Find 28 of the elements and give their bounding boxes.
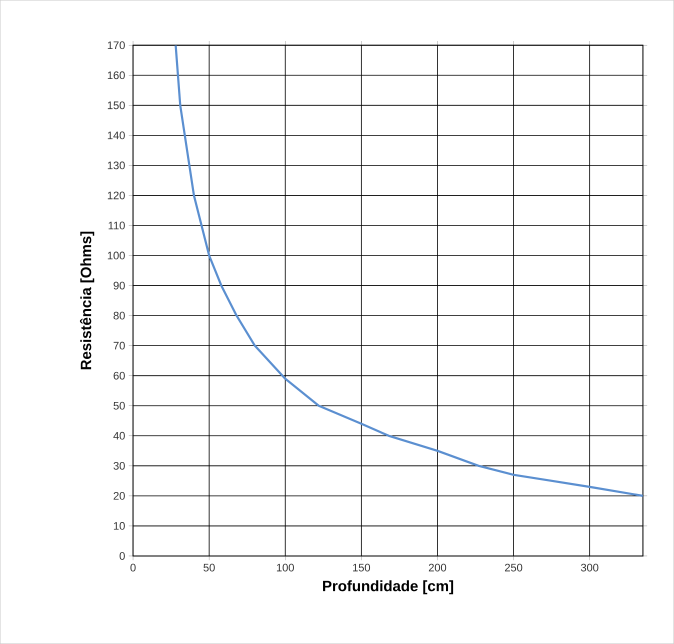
y-tick-label: 0 <box>120 552 125 560</box>
y-tick-label: 40 <box>113 432 125 440</box>
y-tick-label: 90 <box>114 282 125 290</box>
y-tick-label: 150 <box>108 101 125 110</box>
y-tick-label: 170 <box>108 41 125 50</box>
y-tick-label: 160 <box>108 71 125 80</box>
y-tick-label: 110 <box>108 222 125 230</box>
y-tick-label: 80 <box>114 312 125 320</box>
y-tick-label: 130 <box>108 162 125 170</box>
x-tick-label: 50 <box>204 564 215 572</box>
line-series <box>174 45 643 497</box>
x-tick-label: 100 <box>276 564 294 572</box>
x-tick-label: 150 <box>353 564 370 572</box>
x-axis-title: Profundidade [cm] <box>323 580 454 594</box>
y-tick-label: 50 <box>114 402 125 410</box>
x-tick-label: 0 <box>130 564 136 572</box>
x-tick-label: 300 <box>580 564 598 572</box>
y-tick-label: 10 <box>114 522 125 530</box>
y-axis-title: Resistência [Ohms] <box>80 232 94 370</box>
y-tick-label: 120 <box>108 192 125 200</box>
y-tick-label: 140 <box>108 132 125 140</box>
y-tick-label: 20 <box>114 492 125 500</box>
x-tick-label: 200 <box>428 564 446 572</box>
y-tick-label: 70 <box>114 342 125 350</box>
x-tick-label: 250 <box>504 564 522 572</box>
y-tick-label: 60 <box>114 372 125 380</box>
y-tick-label: 30 <box>114 462 125 470</box>
y-tick-label: 100 <box>108 252 125 260</box>
